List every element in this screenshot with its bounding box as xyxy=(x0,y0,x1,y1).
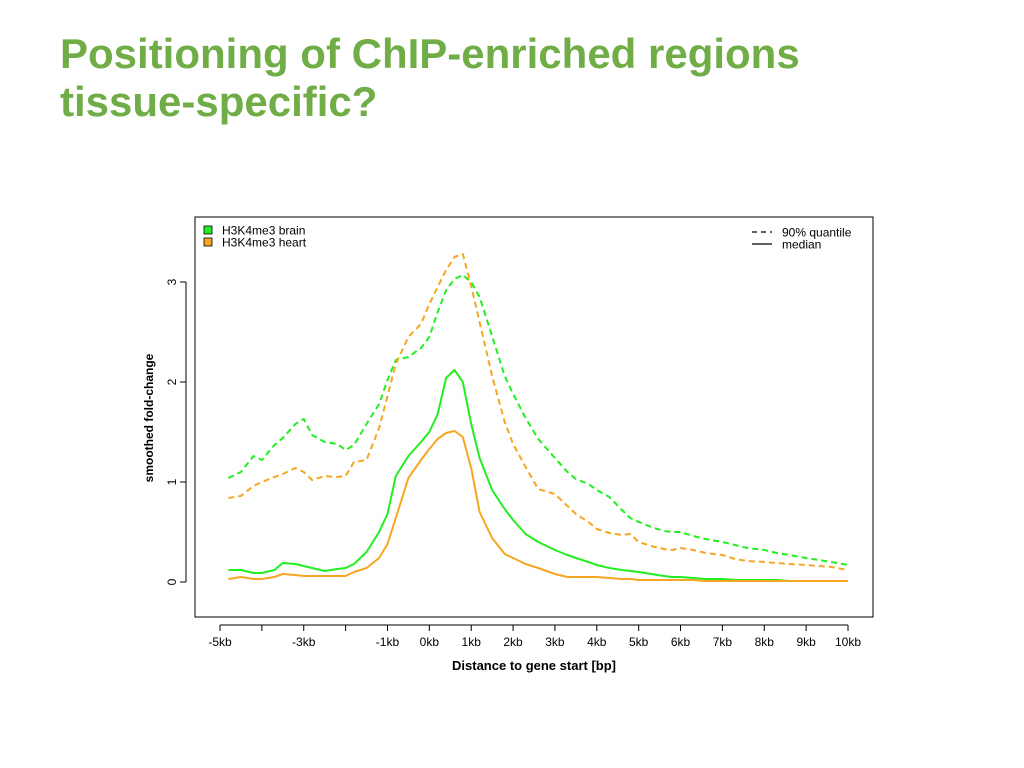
plot-frame xyxy=(194,216,874,618)
x-tick-label: 4kb xyxy=(587,635,607,649)
x-tick-label: -3kb xyxy=(292,635,316,649)
x-axis: -5kb -3kb -1kb 0kb 1kb 2kb 3kb 4kb 5kb 6kb 7kb 8kb 9… xyxy=(208,624,861,649)
series-line-h3k4me3-heart-median xyxy=(228,430,848,582)
legend-label: H3K4me3 brain xyxy=(222,224,305,238)
x-tick-label: -1kb xyxy=(376,635,400,649)
x-tick-label: 9kb xyxy=(796,635,816,649)
legend-label: H3K4me3 heart xyxy=(222,236,307,250)
legend-style-label: median xyxy=(782,238,821,252)
x-tick-label: 1kb xyxy=(462,635,482,649)
y-axis: 0 1 2 3 xyxy=(165,278,187,585)
y-tick-label: 1 xyxy=(165,478,179,485)
slide-title-line-1: Positioning of ChIP-enriched regions xyxy=(60,30,800,77)
x-tick-label: 6kb xyxy=(671,635,691,649)
x-tick-label: 10kb xyxy=(835,635,861,649)
y-axis-label: smoothed fold-change xyxy=(142,353,156,482)
series-line-h3k4me3-brain-quantile xyxy=(227,274,849,566)
x-tick-label: 2kb xyxy=(503,635,523,649)
x-tick-label: 7kb xyxy=(713,635,733,649)
series-line-h3k4me3-brain-median xyxy=(228,369,848,582)
x-tick-label: 3kb xyxy=(545,635,565,649)
y-tick-label: 2 xyxy=(165,378,179,385)
slide-title-line-2: tissue-specific? xyxy=(60,78,378,125)
x-tick-label: 0kb xyxy=(420,635,440,649)
legend-swatch xyxy=(203,225,213,235)
plot-lines xyxy=(227,253,849,582)
x-tick-label: 8kb xyxy=(755,635,775,649)
slide-title: Positioning of ChIP-enriched regions tis… xyxy=(60,30,960,126)
legend-swatch xyxy=(203,237,213,247)
x-tick-label: -5kb xyxy=(208,635,232,649)
x-axis-label: Distance to gene start [bp] xyxy=(452,658,616,673)
legend-style-label: 90% quantile xyxy=(782,226,852,240)
y-tick-label: 0 xyxy=(165,578,179,585)
y-tick-label: 3 xyxy=(165,278,179,285)
x-tick-label: 5kb xyxy=(629,635,649,649)
series-line-h3k4me3-heart-quantile xyxy=(228,253,849,571)
